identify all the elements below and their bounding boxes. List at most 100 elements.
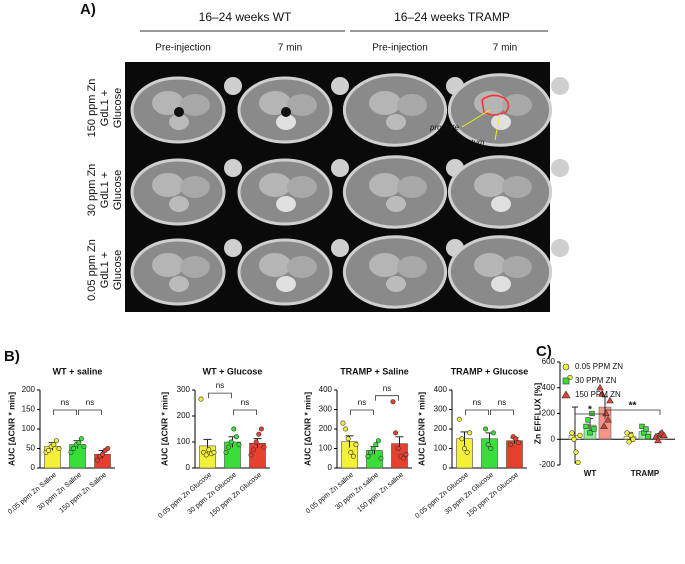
mri-tissue	[180, 256, 210, 278]
mri-tissue	[386, 276, 406, 292]
y-tick-label: 0	[443, 463, 448, 472]
x-tick-label: 0.05 ppm Zn saline	[305, 472, 355, 516]
legend-label: 0.05 PPM ZN	[575, 362, 623, 371]
significance-bracket	[574, 413, 606, 419]
data-point	[464, 449, 470, 455]
data-point	[630, 436, 636, 442]
phantom	[331, 77, 349, 95]
mri-tissue	[474, 91, 506, 115]
y-axis-label: Zn EFFLUX [%]	[532, 383, 542, 445]
data-point	[368, 449, 374, 455]
y-tick-label: 600	[542, 357, 556, 366]
data-point	[46, 447, 52, 453]
data-point	[228, 439, 234, 445]
mri-tissue	[259, 253, 291, 277]
mri-tissue	[180, 94, 210, 116]
y-tick-label: 0	[328, 463, 333, 472]
row-label: Glucose	[112, 88, 124, 128]
data-point	[223, 449, 229, 455]
data-point	[604, 416, 612, 423]
data-point	[596, 383, 604, 391]
mri-tissue	[474, 173, 506, 197]
x-tick-label: 30 ppm Zn saline	[334, 472, 380, 512]
data-point	[256, 431, 262, 437]
data-point	[253, 439, 259, 445]
data-point	[600, 422, 608, 429]
mri-tissue	[369, 253, 401, 277]
data-point	[375, 438, 381, 444]
significance-bracket	[465, 409, 489, 415]
data-point	[624, 430, 630, 436]
mri-tissue	[502, 94, 532, 116]
x-tick-label: 0.05 ppm Zn Saline	[7, 472, 58, 516]
data-point	[100, 451, 106, 457]
y-tick-label: 300	[319, 405, 333, 414]
mri-tissue	[397, 256, 427, 278]
data-point	[56, 445, 62, 451]
data-point	[483, 426, 489, 432]
data-point	[94, 457, 100, 463]
data-point	[562, 377, 570, 385]
data-point	[626, 439, 632, 445]
panel-label: B)	[4, 348, 20, 365]
y-tick-label: -200	[539, 460, 556, 469]
mri-tissue	[502, 256, 532, 278]
data-point	[258, 426, 264, 432]
significance-label: ns	[473, 398, 481, 407]
y-axis-label: AUC [ΔCNR * min]	[302, 392, 312, 466]
mri-tissue	[491, 276, 511, 292]
row-label: 30 ppm Zn	[86, 164, 98, 217]
mri-tissue	[169, 114, 189, 130]
data-point	[393, 430, 399, 436]
phantom	[224, 77, 242, 95]
data-point	[350, 453, 356, 459]
group-header: 16–24 weeks WT	[199, 10, 292, 24]
data-point	[587, 430, 593, 436]
data-point	[571, 436, 577, 442]
row-label: Glucose	[112, 170, 124, 210]
mri-tissue	[276, 196, 296, 212]
y-tick-label: 0	[551, 434, 556, 443]
significance-label: ns	[216, 381, 224, 390]
mri-tissue	[180, 176, 210, 198]
y-tick-label: 100	[319, 444, 333, 453]
prostate-outline	[481, 94, 510, 116]
chart-title: TRAMP + Glucose	[451, 366, 529, 376]
significance-label: ns	[61, 398, 69, 407]
data-point	[395, 445, 401, 451]
data-point	[248, 452, 254, 458]
data-point	[585, 417, 591, 423]
data-point	[251, 447, 257, 453]
pointer	[461, 109, 491, 128]
x-tick-label: 150 ppm Zn saline	[356, 472, 405, 514]
data-point	[459, 436, 465, 442]
chart-title: WT + Glucose	[203, 366, 263, 376]
y-tick-label: 0	[186, 463, 191, 472]
y-tick-label: 200	[542, 409, 556, 418]
panel-label: A)	[80, 1, 96, 18]
data-point	[68, 449, 74, 455]
y-tick-label: 200	[319, 424, 333, 433]
data-point	[71, 445, 77, 451]
x-tick-label: 150 ppm Zn Saline	[58, 472, 108, 515]
legend-label: 150 PPM ZN	[575, 390, 621, 399]
mri-tissue	[369, 91, 401, 115]
significance-bracket	[350, 409, 374, 415]
data-point	[508, 442, 514, 448]
data-point	[456, 416, 462, 422]
data-point	[490, 430, 496, 436]
data-point	[390, 399, 396, 405]
significance-bracket	[208, 392, 232, 399]
data-point	[206, 447, 212, 453]
pointer	[494, 113, 501, 141]
phantom	[551, 239, 569, 257]
data-point	[353, 442, 359, 448]
significance-label: ns	[86, 398, 94, 407]
significance-label: *	[588, 405, 592, 416]
mri-tissue	[386, 196, 406, 212]
data-point	[78, 436, 84, 442]
significance-label: ns	[383, 384, 391, 393]
data-point	[343, 426, 349, 432]
phantom	[224, 159, 242, 177]
